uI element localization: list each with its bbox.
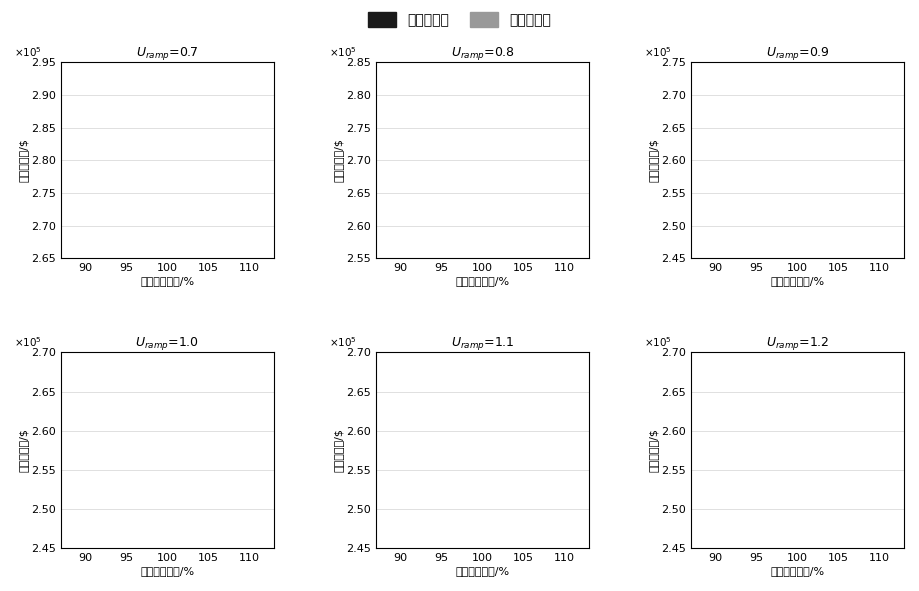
Y-axis label: 总运行成本/$: 总运行成本/$ [649,138,659,183]
Y-axis label: 总运行成本/$: 总运行成本/$ [18,428,28,472]
X-axis label: 线路传输容量/%: 线路传输容量/% [141,566,195,576]
Text: $\times 10^5$: $\times 10^5$ [15,335,42,349]
Text: $\times 10^5$: $\times 10^5$ [15,45,42,59]
X-axis label: 线路传输容量/%: 线路传输容量/% [141,276,195,286]
X-axis label: 线路传输容量/%: 线路传输容量/% [770,276,824,286]
Text: $\times 10^5$: $\times 10^5$ [644,45,673,59]
Text: $\times 10^5$: $\times 10^5$ [329,45,357,59]
X-axis label: 线路传输容量/%: 线路传输容量/% [456,276,510,286]
X-axis label: 线路传输容量/%: 线路传输容量/% [770,566,824,576]
Legend: 两阶段鲁棒, 多阶段鲁棒: 两阶段鲁棒, 多阶段鲁棒 [363,7,556,33]
Title: $U_{ramp}$=1.2: $U_{ramp}$=1.2 [766,336,829,352]
Title: $U_{ramp}$=1.0: $U_{ramp}$=1.0 [135,336,199,352]
Title: $U_{ramp}$=0.9: $U_{ramp}$=0.9 [766,46,830,63]
X-axis label: 线路传输容量/%: 线路传输容量/% [456,566,510,576]
Y-axis label: 总运行成本/$: 总运行成本/$ [334,138,344,183]
Title: $U_{ramp}$=0.7: $U_{ramp}$=0.7 [136,46,199,63]
Y-axis label: 总运行成本/$: 总运行成本/$ [649,428,659,472]
Y-axis label: 总运行成本/$: 总运行成本/$ [334,428,344,472]
Title: $U_{ramp}$=0.8: $U_{ramp}$=0.8 [450,46,515,63]
Text: $\times 10^5$: $\times 10^5$ [644,335,673,349]
Title: $U_{ramp}$=1.1: $U_{ramp}$=1.1 [450,336,515,352]
Y-axis label: 总运行成本/$: 总运行成本/$ [18,138,28,183]
Text: $\times 10^5$: $\times 10^5$ [329,335,357,349]
